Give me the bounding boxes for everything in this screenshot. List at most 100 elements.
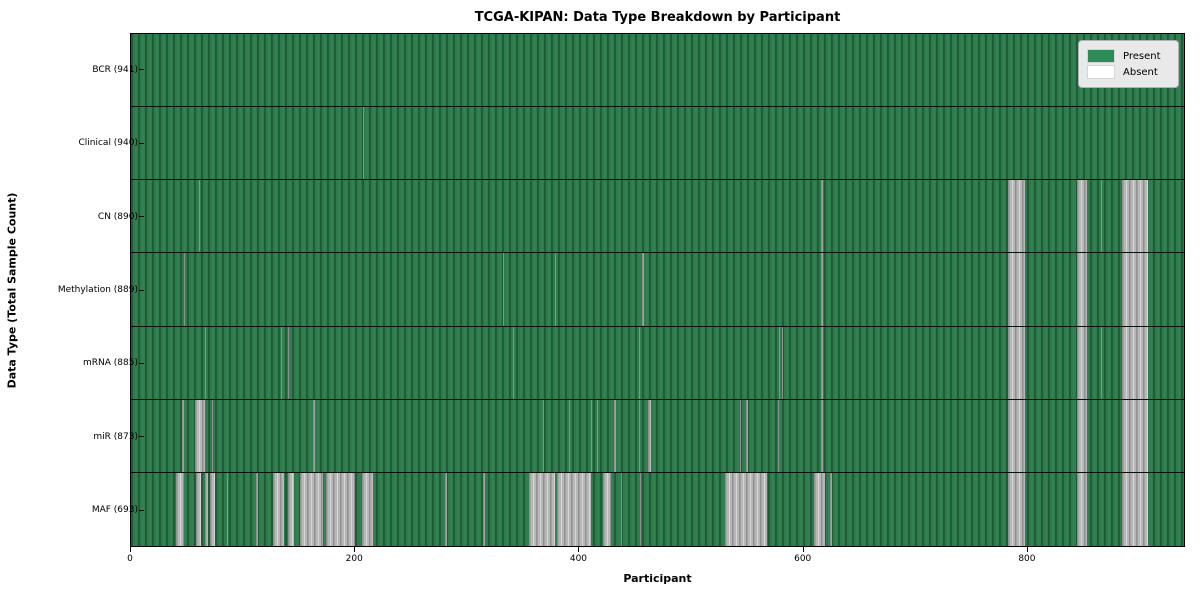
x-tick-label-600: 600 xyxy=(794,554,812,564)
legend-present-label: Present xyxy=(1123,50,1161,62)
absent-stripe xyxy=(821,326,823,399)
absent-stripe xyxy=(204,472,209,546)
absent-stripe xyxy=(182,399,184,472)
y-tick-mark xyxy=(139,362,144,364)
absent-stripe xyxy=(256,472,258,546)
x-tick-label-0: 0 xyxy=(127,554,133,564)
absent-stripe xyxy=(777,399,779,472)
absent-stripe xyxy=(313,399,315,472)
absent-stripe xyxy=(614,399,616,472)
heatmap-row-clinical xyxy=(131,107,1184,181)
absent-stripe xyxy=(211,399,213,472)
absent-stripe xyxy=(1076,472,1087,546)
absent-stripe xyxy=(821,399,823,472)
plot-area xyxy=(130,33,1185,547)
absent-stripe xyxy=(512,326,514,399)
absent-stripe xyxy=(361,472,373,546)
absent-stripe xyxy=(1122,180,1149,253)
absent-stripe xyxy=(195,472,202,546)
y-tick-mark xyxy=(139,289,144,291)
absent-stripe xyxy=(1122,399,1149,472)
x-tick-label-200: 200 xyxy=(345,554,363,564)
absent-stripe xyxy=(273,472,285,546)
absent-stripe xyxy=(640,472,642,546)
absent-stripe xyxy=(1101,180,1103,253)
absent-stripe xyxy=(590,399,593,472)
absent-stripe xyxy=(287,326,289,399)
present-swatch-icon xyxy=(1087,49,1115,63)
absent-stripe xyxy=(1122,326,1149,399)
absent-stripe xyxy=(183,253,185,326)
absent-stripe xyxy=(830,472,832,546)
x-tick-mark xyxy=(802,547,804,552)
absent-stripe xyxy=(642,253,644,326)
absent-stripe xyxy=(821,180,823,253)
absent-stripe xyxy=(821,253,823,326)
absent-stripe xyxy=(725,472,767,546)
y-tick-label-bcr: BCR (941) xyxy=(92,64,138,75)
absent-stripe xyxy=(199,180,201,253)
x-tick-mark xyxy=(578,547,580,552)
y-axis-label: Data Type (Total Sample Count) xyxy=(5,192,19,389)
x-tick-mark xyxy=(130,547,131,552)
absent-stripe xyxy=(555,253,557,326)
legend-item-present: Present xyxy=(1087,49,1170,63)
absent-stripe xyxy=(1008,399,1026,472)
absent-stripe xyxy=(483,472,485,546)
y-tick-mark xyxy=(139,69,144,71)
heatmap-row-bcr xyxy=(131,34,1184,108)
absent-stripe xyxy=(639,399,641,472)
absent-stripe xyxy=(1076,399,1087,472)
heatmap-row-mrna xyxy=(131,326,1184,400)
absent-stripe xyxy=(639,326,641,399)
x-tick-mark xyxy=(354,547,356,552)
absent-stripe xyxy=(603,472,612,546)
legend-absent-label: Absent xyxy=(1123,66,1158,78)
absent-stripe xyxy=(647,399,652,472)
absent-stripe xyxy=(362,107,364,180)
absent-stripe xyxy=(557,472,591,546)
y-tick-label-cn: CN (890) xyxy=(97,211,138,222)
absent-stripe xyxy=(596,399,598,472)
heatmap-row-mir xyxy=(131,399,1184,473)
heatmap-row-methylation xyxy=(131,253,1184,327)
chart-title: TCGA-KIPAN: Data Type Breakdown by Parti… xyxy=(474,10,841,25)
y-tick-mark xyxy=(139,142,144,144)
absent-stripe xyxy=(746,399,748,472)
absent-stripe xyxy=(782,326,784,399)
y-tick-label-mir: miR (873) xyxy=(93,431,138,442)
absent-stripe xyxy=(502,253,504,326)
absent-stripe xyxy=(445,472,447,546)
absent-stripe xyxy=(568,399,570,472)
legend: Present Absent xyxy=(1078,40,1179,88)
absent-stripe xyxy=(542,399,544,472)
absent-stripe xyxy=(1122,472,1149,546)
absent-swatch-icon xyxy=(1087,65,1115,79)
absent-stripe xyxy=(1076,253,1087,326)
absent-stripe xyxy=(1076,326,1087,399)
absent-stripe xyxy=(227,472,229,546)
heatmap-row-cn xyxy=(131,180,1184,254)
absent-stripe xyxy=(1008,326,1026,399)
y-tick-mark xyxy=(139,436,144,438)
absent-stripe xyxy=(325,472,355,546)
absent-stripe xyxy=(778,326,781,399)
y-tick-label-methylation: Methylation (889) xyxy=(57,285,138,295)
x-axis-label: Participant xyxy=(623,572,692,585)
legend-item-absent: Absent xyxy=(1087,65,1170,79)
absent-stripe xyxy=(1122,253,1149,326)
absent-stripe xyxy=(194,399,205,472)
absent-stripe xyxy=(621,472,623,546)
absent-stripe xyxy=(739,399,741,472)
absent-stripe xyxy=(204,326,207,399)
absent-stripe xyxy=(1076,180,1087,253)
y-tick-label-mrna: mRNA (885) xyxy=(83,358,138,369)
x-tick-mark xyxy=(1026,547,1028,552)
absent-stripe xyxy=(1101,326,1103,399)
y-tick-label-maf: MAF (693) xyxy=(91,505,138,516)
y-tick-mark xyxy=(139,509,144,511)
x-tick-label-400: 400 xyxy=(569,554,588,564)
heatmap-row-maf xyxy=(131,472,1184,546)
absent-stripe xyxy=(1008,253,1026,326)
